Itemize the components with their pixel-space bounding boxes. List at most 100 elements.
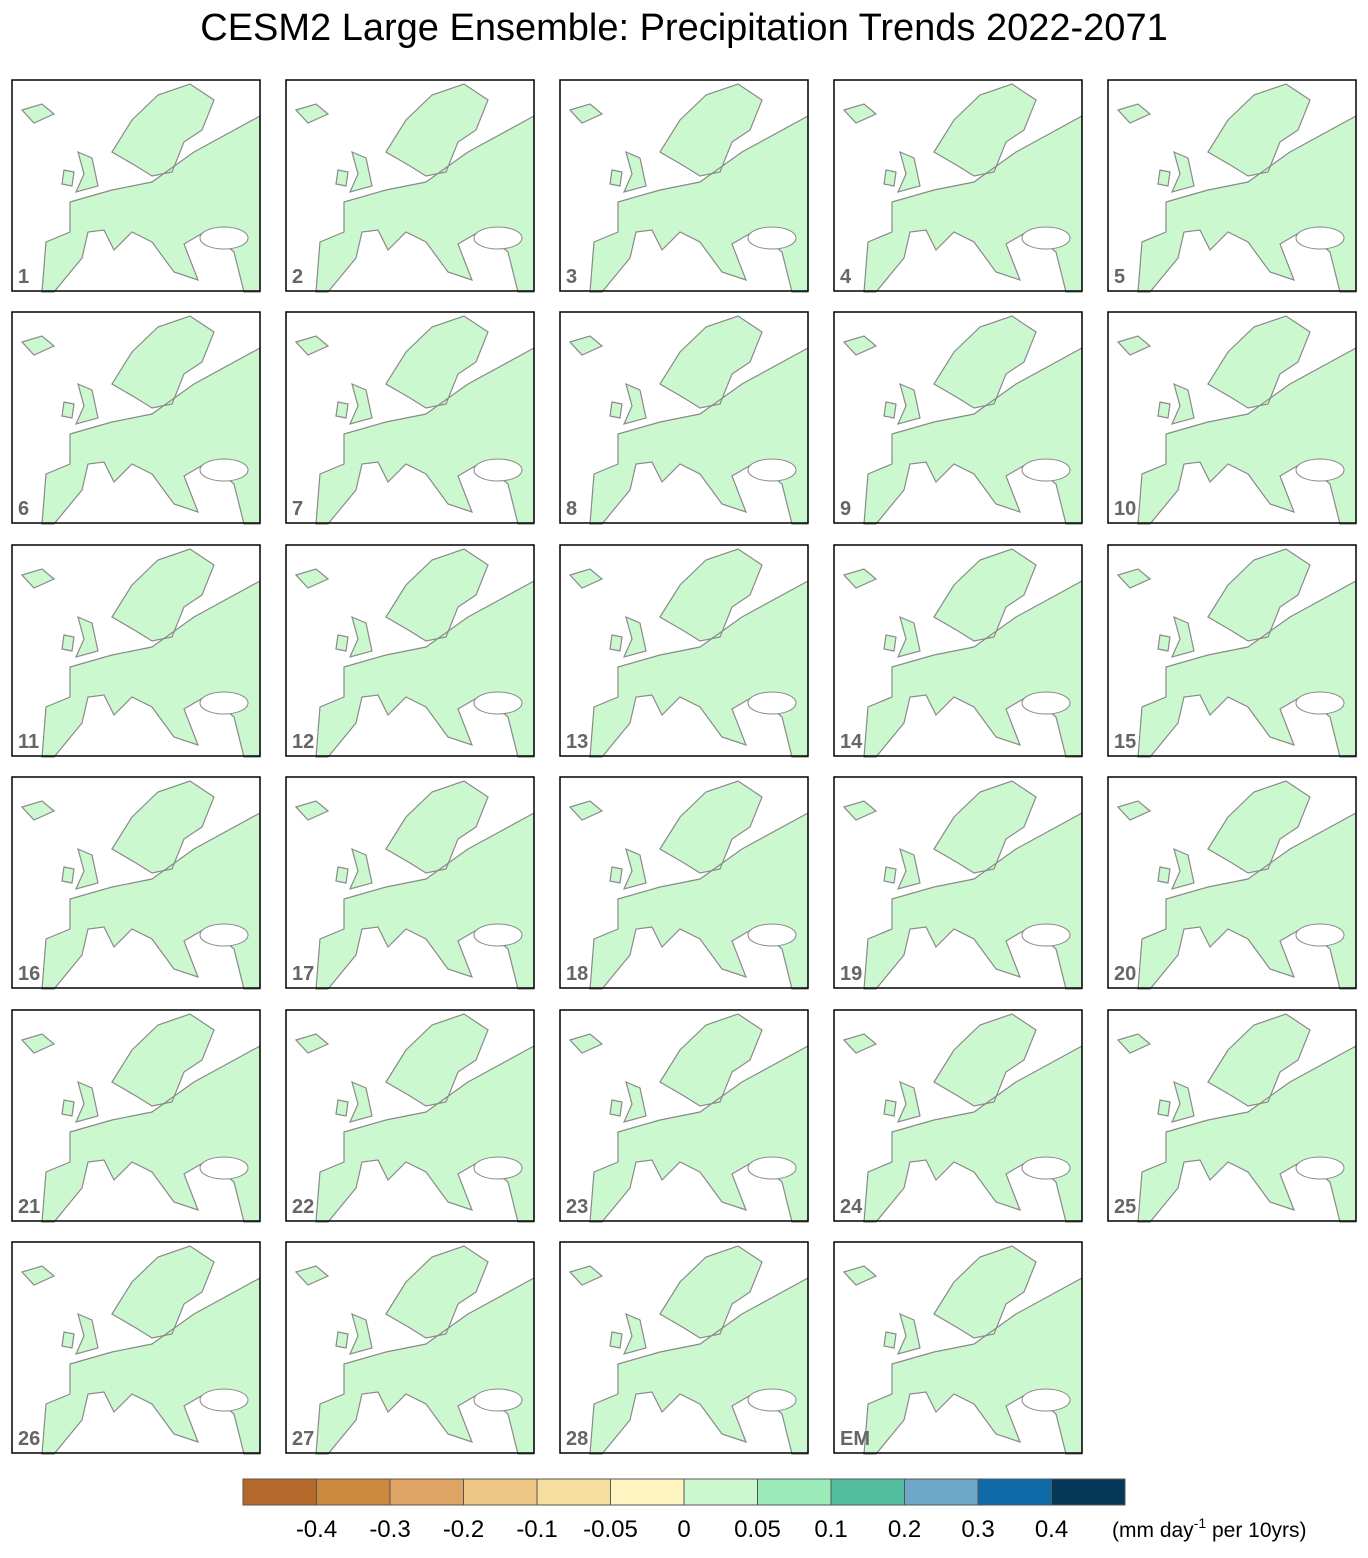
panel-label: 20 (1114, 963, 1136, 985)
map-panel: 25 (1107, 1009, 1357, 1223)
colorbar-unit: (mm day-1 per 10yrs) (1112, 1515, 1307, 1542)
panel-label: 21 (18, 1196, 40, 1218)
panel-frame (11, 311, 261, 524)
panel-label: 19 (840, 963, 862, 985)
panel-frame (11, 1009, 261, 1222)
colorbar-label: -0.2 (443, 1516, 484, 1543)
black-sea (747, 458, 797, 482)
panel-label: 8 (566, 498, 577, 520)
black-sea (1295, 458, 1345, 482)
panel-label: 26 (18, 1428, 40, 1450)
black-sea (1021, 1156, 1071, 1180)
panel-label: 1 (18, 266, 29, 288)
panel-frame (559, 79, 809, 292)
black-sea (473, 691, 523, 715)
colorbar-swatch (830, 1478, 905, 1506)
map-panel: 21 (11, 1009, 261, 1223)
colorbar-label: 0.2 (888, 1516, 921, 1543)
map-panel: 10 (1107, 311, 1357, 525)
panel-label: 3 (566, 266, 577, 288)
map-panel: 18 (559, 776, 809, 990)
colorbar-label: -0.3 (369, 1516, 410, 1543)
map-panel: 1 (11, 79, 261, 293)
panel-label: 25 (1114, 1196, 1136, 1218)
unit-text: per 10yrs) (1206, 1519, 1306, 1542)
map-panel: 17 (285, 776, 535, 990)
panel-label: 11 (18, 731, 39, 753)
black-sea (199, 1156, 249, 1180)
panel-label: 6 (18, 498, 29, 520)
map-panel: 20 (1107, 776, 1357, 990)
panel-label: 24 (840, 1196, 863, 1218)
panel-label: 2 (292, 266, 303, 288)
colorbar-swatch (757, 1478, 832, 1506)
map-panel: 19 (833, 776, 1083, 990)
black-sea (1295, 226, 1345, 250)
colorbar-swatch (463, 1478, 538, 1506)
black-sea (1021, 691, 1071, 715)
panel-label: 4 (840, 266, 852, 288)
panel-label: 9 (840, 498, 851, 520)
unit-text: (mm day (1112, 1519, 1194, 1542)
panel-frame (11, 776, 261, 989)
black-sea (473, 226, 523, 250)
map-panel: 14 (833, 544, 1083, 758)
colorbar-swatch (316, 1478, 391, 1506)
map-panel: 9 (833, 311, 1083, 525)
map-panel: 7 (285, 311, 535, 525)
map-panel: 26 (11, 1241, 261, 1455)
map-panel: 24 (833, 1009, 1083, 1223)
colorbar-label: -0.05 (583, 1516, 638, 1543)
unit-superscript: -1 (1194, 1515, 1207, 1531)
black-sea (1021, 1388, 1071, 1412)
colorbar-swatch (1051, 1478, 1126, 1506)
panel-label: 15 (1114, 731, 1136, 753)
map-panel: 11 (11, 544, 261, 758)
black-sea (199, 691, 249, 715)
panel-label: EM (840, 1428, 870, 1450)
colorbar-label: -0.4 (296, 1516, 337, 1543)
black-sea (747, 1156, 797, 1180)
map-panel: 27 (285, 1241, 535, 1455)
map-panel: 5 (1107, 79, 1357, 293)
panel-frame (559, 1009, 809, 1222)
panel-frame (285, 1241, 535, 1454)
map-panel: 2 (285, 79, 535, 293)
black-sea (473, 1156, 523, 1180)
black-sea (199, 1388, 249, 1412)
panel-label: 5 (1114, 266, 1125, 288)
black-sea (1021, 923, 1071, 947)
black-sea (199, 458, 249, 482)
colorbar: -0.4 -0.3 -0.2 -0.1 -0.05 0 0.05 0.1 0.2 0.3 0.4 (m… (242, 1478, 1307, 1543)
colorbar-label: 0 (677, 1516, 690, 1543)
panel-label: 13 (566, 731, 588, 753)
panel-label: 14 (840, 731, 863, 753)
panel-label: 18 (566, 963, 588, 985)
map-panel: 12 (285, 544, 535, 758)
panel-frame (285, 544, 535, 757)
panel-frame (833, 1009, 1083, 1222)
black-sea (1021, 458, 1071, 482)
panel-frame (559, 544, 809, 757)
map-panel: 28 (559, 1241, 809, 1455)
black-sea (199, 226, 249, 250)
black-sea (473, 923, 523, 947)
black-sea (747, 226, 797, 250)
panel-frame (285, 79, 535, 292)
black-sea (1295, 691, 1345, 715)
colorbar-swatch (683, 1478, 758, 1506)
panel-frame (11, 1241, 261, 1454)
colorbar-label: 0.3 (961, 1516, 994, 1543)
map-panel: 13 (559, 544, 809, 758)
panel-frame (833, 544, 1083, 757)
panel-frame (285, 311, 535, 524)
panel-label: 7 (292, 498, 303, 520)
colorbar-swatch (536, 1478, 611, 1506)
black-sea (1021, 226, 1071, 250)
black-sea (473, 1388, 523, 1412)
black-sea (199, 923, 249, 947)
colorbar-label: 0.05 (734, 1516, 781, 1543)
colorbar-swatch (389, 1478, 464, 1506)
